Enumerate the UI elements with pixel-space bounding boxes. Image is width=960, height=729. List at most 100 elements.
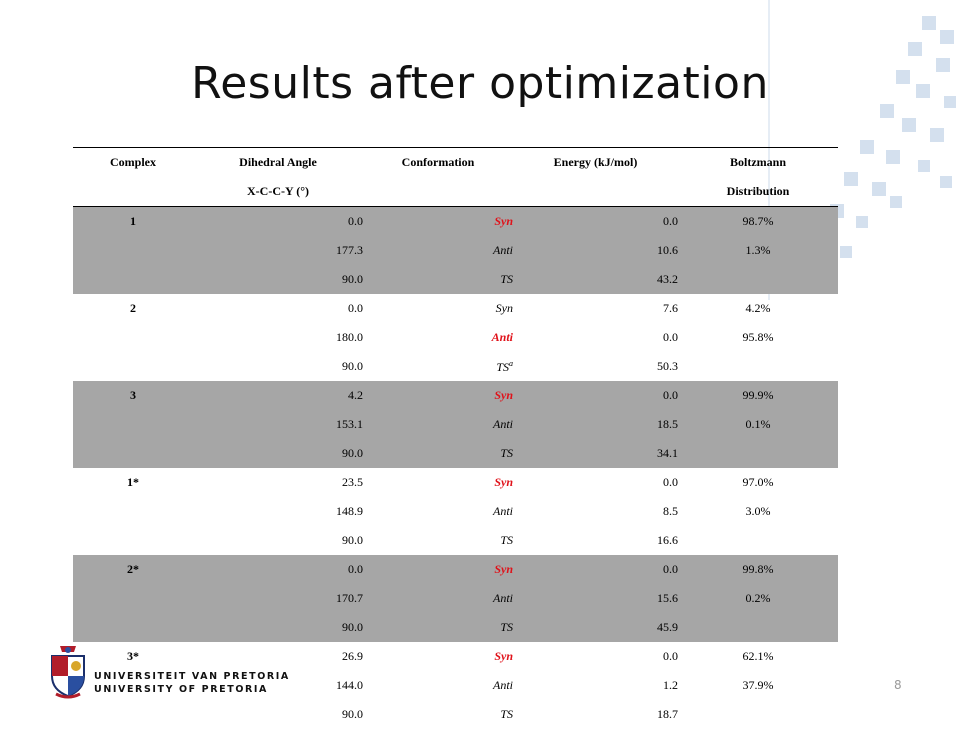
header-dihedral-angle: Dihedral Angle: [239, 155, 317, 169]
cell-dihedral-angle: 23.5: [342, 475, 363, 489]
cell-energy: 34.1: [513, 439, 678, 468]
cell-boltzmann: 37.9%: [742, 678, 774, 692]
cell-energy: 8.5: [663, 504, 678, 518]
cell-conformation: Anti: [363, 236, 513, 265]
cell-energy: 15.6: [513, 584, 678, 613]
table-row: 90.0 TS 45.9: [73, 613, 838, 642]
cell-conformation: TS: [363, 613, 513, 642]
university-crest-icon: [51, 646, 85, 699]
table-row: 3* 26.9 Syn 0.0 62.1%: [73, 642, 838, 671]
cell-boltzmann: [678, 700, 838, 729]
cell-complex: 1: [73, 206, 193, 236]
conformation-label: TS: [500, 272, 513, 286]
conformation-label: Syn: [494, 214, 513, 228]
cell-dihedral-angle: 4.2: [193, 381, 363, 410]
table-row: 90.0 TS 34.1: [73, 439, 838, 468]
cell-conformation: Anti: [363, 323, 513, 352]
table-row: 90.0 TS 16.6: [73, 526, 838, 555]
table-row: 2* 0.0 Syn 0.0 99.8%: [73, 555, 838, 584]
cell-complex: [73, 323, 193, 352]
header-row: Complex Dihedral Angle Conformation Ener…: [73, 148, 838, 178]
cell-boltzmann: 95.8%: [742, 330, 774, 344]
header-boltzmann-sub: Distribution: [678, 177, 838, 207]
cell-dihedral-angle: 0.0: [193, 206, 363, 236]
cell-energy: 18.5: [513, 410, 678, 439]
cell-boltzmann: 3.0%: [745, 504, 771, 518]
header-energy: Energy (kJ/mol): [553, 155, 638, 169]
cell-boltzmann: [678, 439, 838, 468]
cell-boltzmann: 99.8%: [678, 555, 838, 584]
header-conformation-sub: [363, 177, 513, 207]
cell-dihedral-angle: 0.0: [348, 301, 363, 315]
cell-conformation: Syn: [363, 294, 513, 323]
cell-energy: 43.2: [513, 265, 678, 294]
cell-dihedral-angle: 170.7: [193, 584, 363, 613]
cell-energy: 16.6: [657, 533, 678, 547]
footnote-marker: a: [509, 358, 513, 368]
table-row: 153.1 Anti 18.5 0.1%: [73, 410, 838, 439]
cell-conformation: Syn: [363, 555, 513, 584]
cell-boltzmann: [678, 352, 838, 381]
cell-boltzmann: 4.2%: [745, 301, 771, 315]
cell-dihedral-angle: 26.9: [342, 649, 363, 663]
table-row: 90.0 TS 18.7: [73, 700, 838, 729]
conformation-label: Anti: [491, 330, 513, 344]
cell-energy: 1.2: [663, 678, 678, 692]
cell-energy: 18.7: [657, 707, 678, 721]
cell-dihedral-angle: 153.1: [193, 410, 363, 439]
cell-complex: 3*: [127, 649, 139, 663]
cell-boltzmann: [678, 613, 838, 642]
cell-boltzmann: [678, 526, 838, 555]
cell-complex: [73, 700, 193, 729]
cell-complex: [73, 439, 193, 468]
table-row: 1 0.0 Syn 0.0 98.7%: [73, 206, 838, 236]
cell-conformation: Anti: [363, 410, 513, 439]
table-row: 90.0 TSa 50.3: [73, 352, 838, 381]
header-complex: Complex: [110, 155, 156, 169]
cell-dihedral-angle: 90.0: [342, 533, 363, 547]
table-row: 144.0 Anti 1.2 37.9%: [73, 671, 838, 700]
cell-conformation: TS: [363, 439, 513, 468]
cell-complex: [73, 352, 193, 381]
cell-complex: 1*: [127, 475, 139, 489]
cell-complex: [73, 526, 193, 555]
cell-dihedral-angle: 90.0: [342, 707, 363, 721]
table-row: 3 4.2 Syn 0.0 99.9%: [73, 381, 838, 410]
cell-complex: [73, 613, 193, 642]
cell-complex: 3: [73, 381, 193, 410]
conformation-label: TS: [500, 446, 513, 460]
cell-energy: 0.0: [513, 381, 678, 410]
cell-complex: [73, 410, 193, 439]
cell-conformation: Syn: [363, 206, 513, 236]
cell-conformation: Anti: [363, 671, 513, 700]
cell-dihedral-angle: 90.0: [193, 265, 363, 294]
cell-boltzmann: 1.3%: [678, 236, 838, 265]
conformation-label: Syn: [494, 562, 513, 576]
university-logo: UNIVERSITEIT VAN PRETORIA UNIVERSITY OF …: [48, 644, 288, 700]
results-table: Complex Dihedral Angle Conformation Ener…: [73, 147, 838, 729]
cell-energy: 0.0: [663, 330, 678, 344]
cell-conformation: Syn: [363, 642, 513, 671]
logo-text-afrikaans: UNIVERSITEIT VAN PRETORIA: [94, 671, 290, 682]
table-row: 180.0 Anti 0.0 95.8%: [73, 323, 838, 352]
header-energy-sub: [513, 177, 678, 207]
table-row: 2 0.0 Syn 7.6 4.2%: [73, 294, 838, 323]
header-row-2: X-C-C-Y (°) Distribution: [73, 177, 838, 207]
table-row: 148.9 Anti 8.5 3.0%: [73, 497, 838, 526]
cell-dihedral-angle: 144.0: [336, 678, 363, 692]
cell-energy: 10.6: [513, 236, 678, 265]
page-number: 8: [894, 678, 902, 692]
cell-boltzmann: 99.9%: [678, 381, 838, 410]
decorative-vertical-line: [768, 0, 770, 300]
cell-energy: 0.0: [663, 475, 678, 489]
table-row: 177.3 Anti 10.6 1.3%: [73, 236, 838, 265]
cell-conformation: Anti: [363, 497, 513, 526]
conformation-label: Anti: [493, 417, 513, 431]
header-complex-sub: [73, 177, 193, 207]
header-boltzmann: Boltzmann: [729, 155, 786, 169]
conformation-label: Syn: [494, 649, 513, 663]
table-row: 90.0 TS 43.2: [73, 265, 838, 294]
conformation-label: Anti: [493, 504, 513, 518]
conformation-label: TS: [496, 359, 509, 374]
cell-complex: [73, 236, 193, 265]
